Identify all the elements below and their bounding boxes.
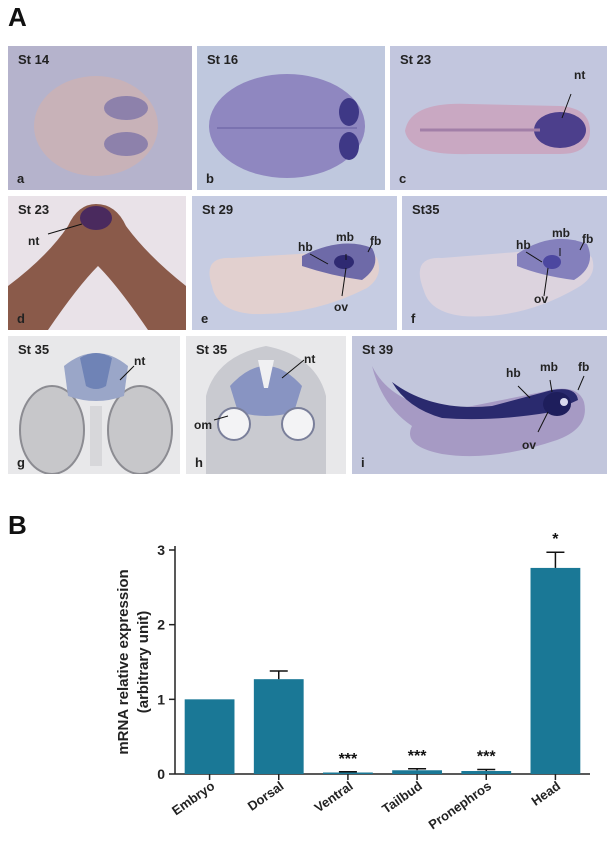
- stage-label: St35: [412, 202, 440, 217]
- x-tick-label: Ventral: [312, 778, 356, 815]
- x-tick-label: Head: [528, 778, 563, 809]
- significance-marker: *: [552, 531, 559, 548]
- subpanel-label: c: [399, 171, 407, 186]
- expression-bar-chart: 0 1 2 3 mRNA relative expression (arbitrary …: [115, 531, 590, 832]
- embryo-illustration: [209, 243, 380, 315]
- annotation-nt: nt: [28, 234, 40, 248]
- bar-embryo: [184, 699, 235, 774]
- chart-bars: [184, 551, 581, 774]
- chart-axes: 0 1 2 3: [157, 542, 590, 782]
- stage-label: St 39: [362, 342, 394, 357]
- section-image-h: St 35 nt om h: [186, 336, 346, 474]
- section-illustration: [8, 204, 186, 330]
- annotation-hb: hb: [516, 238, 531, 252]
- subpanel-label: e: [201, 311, 209, 326]
- embryo-image-b: St 16 b: [197, 46, 385, 190]
- embryo-illustration: [405, 93, 590, 155]
- section-illustration: [19, 353, 173, 474]
- stage-label: St 35: [18, 342, 50, 357]
- subpanel-label: f: [411, 311, 416, 326]
- annotation-nt: nt: [134, 354, 146, 368]
- section-illustration: [206, 346, 326, 474]
- annotation-om: om: [194, 418, 212, 432]
- bar-ventral: [323, 772, 373, 774]
- annotation-mb: mb: [336, 230, 354, 244]
- panel-b-letter: B: [8, 510, 27, 540]
- panel-a-letter: A: [8, 2, 27, 32]
- embryo-illustration: [372, 366, 585, 457]
- embryo-image-e: St 29 hb mb fb ov e: [192, 196, 397, 330]
- stage-label: St 23: [400, 52, 432, 67]
- annotation-mb: mb: [540, 360, 558, 374]
- annotation-fb: fb: [370, 234, 382, 248]
- annotation-fb: fb: [578, 360, 590, 374]
- x-tick-label: Embryo: [169, 778, 217, 818]
- embryo-illustration: [34, 76, 158, 176]
- subpanel-label: a: [17, 171, 25, 186]
- section-image-g: St 35 nt g: [8, 336, 180, 474]
- subpanel-label: i: [361, 455, 365, 470]
- y-tick-label: 0: [157, 766, 165, 782]
- bar-dorsal: [253, 679, 304, 774]
- annotation-ov: ov: [534, 292, 549, 306]
- stage-label: St 29: [202, 202, 234, 217]
- y-tick-label: 1: [157, 691, 165, 707]
- y-tick-label: 2: [157, 617, 165, 633]
- bar-tailbud: [392, 770, 442, 774]
- embryo-image-i: St 39 hb mb fb ov i: [352, 336, 607, 474]
- annotation-nt: nt: [574, 68, 586, 82]
- annotation-nt: nt: [304, 352, 316, 366]
- subpanel-label: d: [17, 311, 25, 326]
- annotation-ov: ov: [522, 438, 537, 452]
- significance-marker: ***: [339, 751, 358, 768]
- subpanel-label: g: [17, 455, 25, 470]
- bar-head: [530, 567, 581, 774]
- x-tick-label: Dorsal: [245, 778, 287, 813]
- annotation-hb: hb: [506, 366, 521, 380]
- embryo-image-a: St 14 a: [8, 46, 192, 190]
- stage-label: St 14: [18, 52, 50, 67]
- annotation-ov: ov: [334, 300, 349, 314]
- stage-label: St 35: [196, 342, 228, 357]
- section-image-d: St 23 nt d: [8, 196, 186, 330]
- chart-labels: mRNA relative expression (arbitrary unit)…: [115, 531, 563, 832]
- embryo-image-f: St35 hb mb fb ov f: [402, 196, 607, 330]
- x-tick-label: Pronephros: [426, 778, 494, 832]
- y-axis-label-unit: (arbitrary unit): [135, 611, 152, 714]
- annotation-fb: fb: [582, 232, 594, 246]
- stage-label: St 16: [207, 52, 239, 67]
- y-axis-label: mRNA relative expression: [115, 569, 132, 754]
- stage-label: St 23: [18, 202, 50, 217]
- subpanel-label: b: [206, 171, 214, 186]
- embryo-image-c: St 23 nt c: [390, 46, 607, 190]
- embryo-illustration: [209, 74, 365, 178]
- x-tick-label: Tailbud: [379, 778, 425, 816]
- significance-marker: ***: [408, 748, 427, 765]
- bar-pronephros: [461, 771, 512, 774]
- y-tick-label: 3: [157, 542, 165, 558]
- significance-marker: ***: [477, 749, 496, 766]
- subpanel-label: h: [195, 455, 203, 470]
- annotation-hb: hb: [298, 240, 313, 254]
- embryo-illustration: [419, 238, 594, 317]
- annotation-mb: mb: [552, 226, 570, 240]
